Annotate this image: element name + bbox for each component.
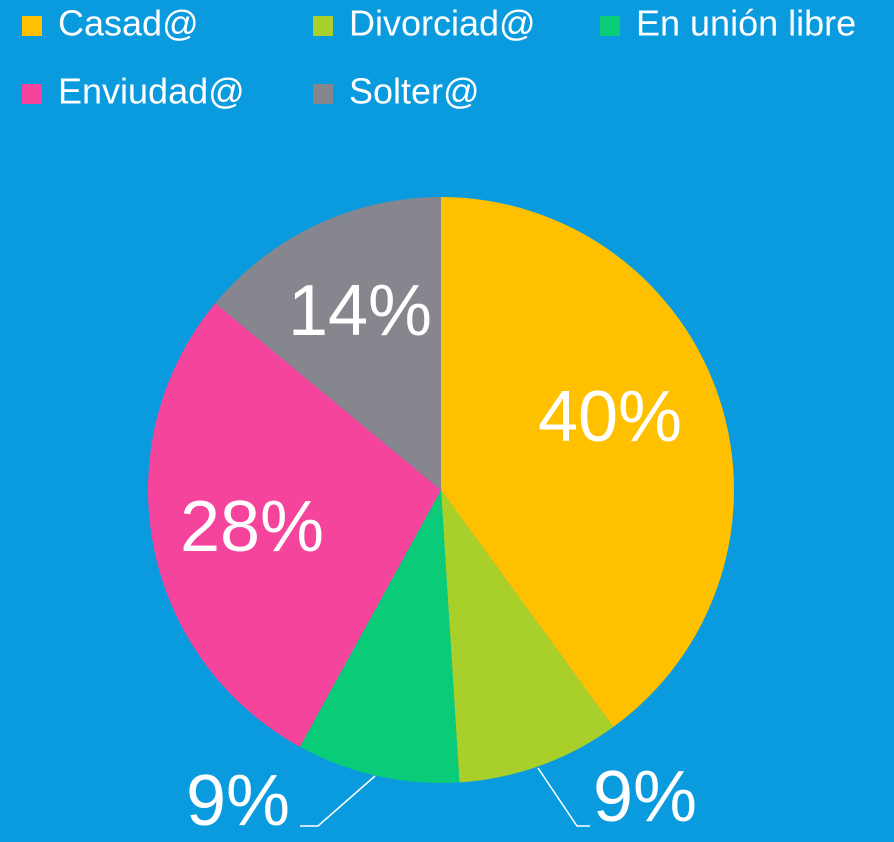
leader-line xyxy=(300,775,376,827)
legend-swatch xyxy=(313,84,333,104)
legend-label: Casad@ xyxy=(58,3,199,44)
legend-swatch xyxy=(600,16,620,36)
data-label: 14% xyxy=(288,271,432,351)
data-label: 9% xyxy=(186,761,290,841)
data-label: 9% xyxy=(593,757,697,837)
legend-swatch xyxy=(313,16,333,36)
pie-slice xyxy=(441,490,614,783)
data-label: 28% xyxy=(180,487,324,567)
pie-slice xyxy=(441,197,734,728)
legend-label: Solter@ xyxy=(349,71,480,112)
pie-slice xyxy=(147,303,442,747)
legend-label: Enviudad@ xyxy=(58,71,245,112)
legend-swatch xyxy=(22,16,42,36)
leader-line xyxy=(537,767,590,827)
legend-label: Divorciad@ xyxy=(349,3,536,44)
pie-slice xyxy=(215,197,441,490)
data-label: 40% xyxy=(538,377,682,457)
legend-label: En unión libre xyxy=(636,3,856,44)
legend-swatch xyxy=(22,84,42,104)
pie-slice xyxy=(299,490,460,783)
